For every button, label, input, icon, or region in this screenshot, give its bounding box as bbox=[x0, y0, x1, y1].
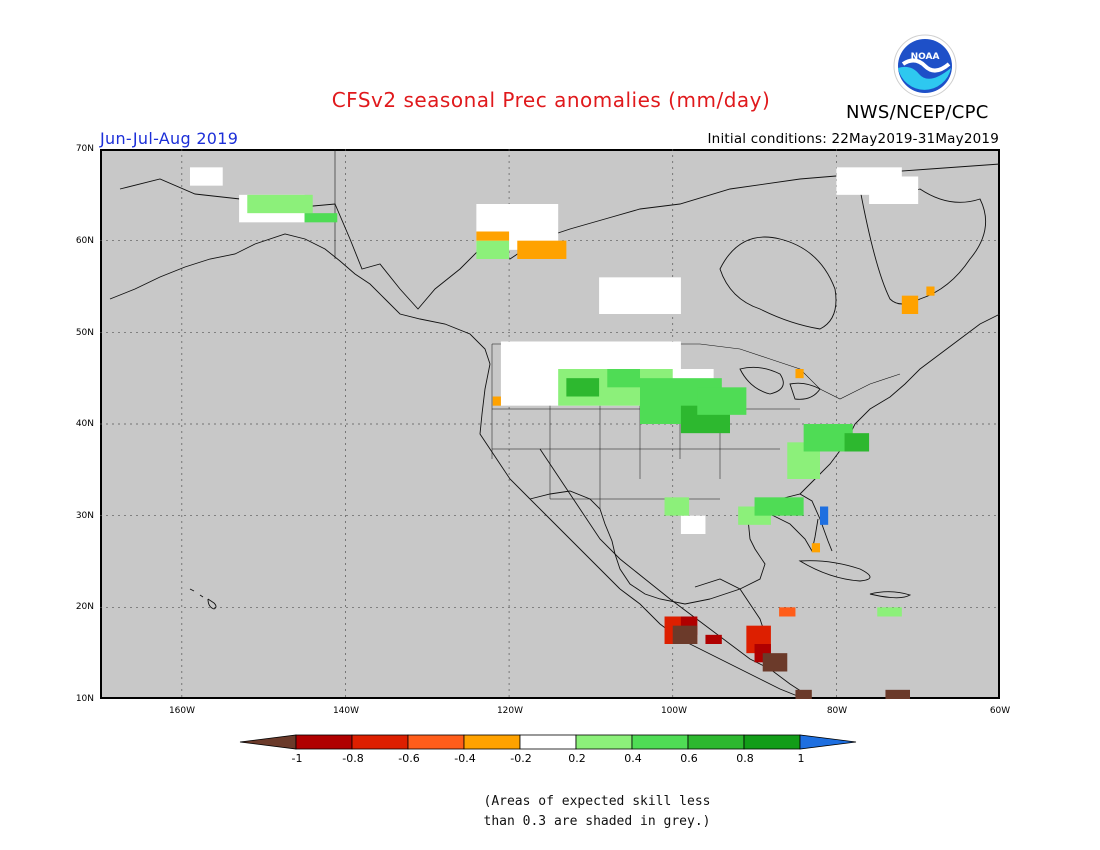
lon-label-100w: 100W bbox=[660, 706, 688, 716]
anomaly-cell bbox=[754, 497, 804, 516]
colorbar-segment bbox=[631, 734, 689, 750]
anomaly-cell bbox=[901, 295, 919, 314]
lon-label-120w: 120W bbox=[496, 706, 524, 716]
anomaly-cells bbox=[190, 167, 935, 699]
anomaly-cell bbox=[492, 396, 501, 406]
anomaly-cell bbox=[795, 689, 812, 699]
lon-label-160w: 160W bbox=[168, 706, 196, 716]
colorbar-segment bbox=[463, 734, 521, 750]
anomaly-cell bbox=[304, 213, 338, 223]
colorbar-label: 0.2 bbox=[568, 752, 586, 765]
colorbar-label: -0.6 bbox=[398, 752, 420, 765]
anomaly-cell bbox=[836, 167, 902, 195]
anomaly-cell bbox=[247, 194, 313, 214]
anomaly-cell bbox=[779, 607, 796, 617]
lon-label-60w: 60W bbox=[989, 706, 1011, 716]
colorbar-label: -0.4 bbox=[454, 752, 476, 765]
colorbar-right-arrow bbox=[799, 734, 857, 750]
anomaly-cell bbox=[705, 634, 722, 644]
colorbar-label: 0.8 bbox=[736, 752, 754, 765]
anomaly-cell bbox=[672, 625, 698, 644]
lat-label-60n: 60N bbox=[75, 236, 94, 246]
colorbar-segment bbox=[575, 734, 633, 750]
colorbar-segment bbox=[295, 734, 353, 750]
anomaly-cell bbox=[844, 433, 870, 452]
colorbar-label: -0.8 bbox=[342, 752, 364, 765]
lat-label-30n: 30N bbox=[75, 511, 94, 521]
lon-label-140w: 140W bbox=[332, 706, 360, 716]
chart-title: CFSv2 seasonal Prec anomalies (mm/day) bbox=[331, 88, 771, 112]
anomaly-cell bbox=[190, 167, 223, 186]
anomaly-cell bbox=[926, 286, 935, 296]
colorbar-label: 0.4 bbox=[624, 752, 642, 765]
anomaly-cell bbox=[607, 369, 640, 388]
colorbar-label: 0.6 bbox=[680, 752, 698, 765]
anomaly-cell bbox=[795, 369, 804, 379]
season-label: Jun-Jul-Aug 2019 bbox=[100, 129, 239, 148]
lat-label-40n: 40N bbox=[75, 419, 94, 429]
colorbar-label: -1 bbox=[291, 752, 303, 765]
colorbar-label: -0.2 bbox=[510, 752, 532, 765]
colorbar-segment bbox=[519, 734, 577, 750]
colorbar-label: 1 bbox=[797, 752, 805, 765]
anomaly-cell bbox=[803, 424, 853, 452]
lat-label-50n: 50N bbox=[75, 328, 94, 338]
skill-note-line-1: (Areas of expected skill less bbox=[483, 794, 711, 809]
anomaly-cell bbox=[566, 378, 600, 397]
colorbar-segment bbox=[407, 734, 465, 750]
anomaly-cell bbox=[885, 689, 910, 699]
anomaly-cell bbox=[599, 277, 681, 314]
logo-text: NOAA bbox=[911, 52, 940, 62]
map-canvas bbox=[100, 149, 1000, 699]
lat-label-70n: 70N bbox=[75, 144, 94, 154]
anomaly-cell bbox=[811, 543, 820, 553]
lat-label-20n: 20N bbox=[75, 602, 94, 612]
anomaly-cell bbox=[820, 506, 829, 525]
colorbar-left-arrow bbox=[239, 734, 297, 750]
skill-note-line-2: than 0.3 are shaded in grey.) bbox=[483, 814, 711, 829]
anomaly-cell bbox=[664, 497, 690, 516]
colorbar-segment bbox=[743, 734, 801, 750]
anomaly-cell bbox=[476, 240, 510, 259]
skill-note: (Areas of expected skill less than 0.3 a… bbox=[0, 792, 1100, 832]
noaa-logo-icon: NOAA bbox=[893, 34, 957, 98]
colorbar-segment bbox=[351, 734, 409, 750]
lat-label-10n: 10N bbox=[75, 694, 94, 704]
agency-label: NWS/NCEP/CPC bbox=[846, 102, 989, 123]
lon-label-80w: 80W bbox=[826, 706, 848, 716]
anomaly-cell bbox=[517, 240, 567, 259]
colorbar bbox=[239, 734, 857, 750]
anomaly-cell bbox=[697, 387, 747, 415]
colorbar-segment bbox=[687, 734, 745, 750]
anomaly-cell bbox=[877, 607, 902, 617]
initial-conditions-label: Initial conditions: 22May2019-31May2019 bbox=[707, 131, 999, 147]
anomaly-cell bbox=[762, 653, 788, 672]
anomaly-cell bbox=[476, 231, 510, 241]
anomaly-cell bbox=[680, 515, 706, 534]
